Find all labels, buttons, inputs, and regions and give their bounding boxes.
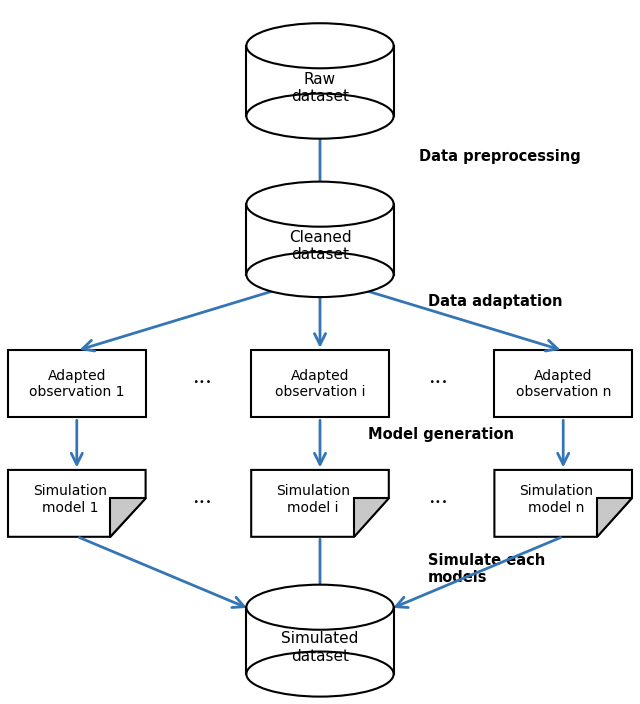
Polygon shape: [8, 470, 146, 536]
Text: ···: ···: [428, 494, 449, 513]
Text: Simulation
model 1: Simulation model 1: [33, 484, 107, 515]
Text: Adapted
observation 1: Adapted observation 1: [29, 369, 125, 398]
Bar: [8, 351, 145, 417]
Ellipse shape: [246, 182, 394, 227]
Ellipse shape: [246, 252, 394, 297]
Text: Adapted
observation n: Adapted observation n: [515, 369, 611, 398]
Ellipse shape: [246, 94, 394, 139]
Polygon shape: [252, 470, 389, 536]
Text: ···: ···: [191, 494, 212, 513]
Polygon shape: [596, 498, 632, 536]
Polygon shape: [494, 470, 632, 536]
Bar: [246, 46, 394, 116]
Text: Model generation: Model generation: [368, 427, 514, 442]
Ellipse shape: [246, 182, 394, 227]
Text: Simulate each
models: Simulate each models: [428, 553, 545, 585]
Ellipse shape: [246, 584, 394, 629]
Ellipse shape: [246, 23, 394, 68]
Text: Adapted
observation i: Adapted observation i: [275, 369, 365, 398]
Text: Data preprocessing: Data preprocessing: [419, 149, 581, 164]
Bar: [494, 351, 632, 417]
Text: Simulation
model n: Simulation model n: [519, 484, 593, 515]
Ellipse shape: [246, 652, 394, 697]
Ellipse shape: [246, 584, 394, 629]
Bar: [246, 607, 394, 674]
Text: Raw
dataset: Raw dataset: [291, 72, 349, 104]
Text: Data adaptation: Data adaptation: [428, 294, 562, 309]
Text: ···: ···: [428, 375, 449, 393]
Ellipse shape: [246, 23, 394, 68]
Text: Simulated
dataset: Simulated dataset: [282, 631, 358, 664]
Polygon shape: [110, 498, 146, 536]
Bar: [246, 204, 394, 275]
Polygon shape: [354, 498, 389, 536]
Text: Cleaned
dataset: Cleaned dataset: [289, 230, 351, 263]
Text: ···: ···: [191, 375, 212, 393]
Bar: [252, 351, 389, 417]
Text: Simulation
model i: Simulation model i: [276, 484, 350, 515]
